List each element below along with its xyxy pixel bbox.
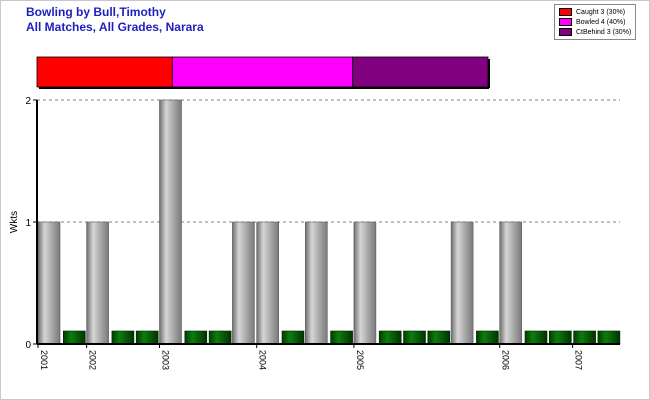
legend: Caught 3 (30%) Bowled 4 (40%) CtBehind 3… bbox=[554, 4, 637, 40]
bar-zero bbox=[111, 330, 135, 345]
x-tick-label: 2005 bbox=[355, 350, 365, 370]
bar bbox=[499, 221, 523, 345]
legend-label-bowled: Bowled 4 (40%) bbox=[576, 18, 626, 26]
bar-zero bbox=[135, 330, 159, 345]
legend-item-caught: Caught 3 (30%) bbox=[559, 7, 631, 17]
x-tick-label: 2003 bbox=[161, 350, 171, 370]
bar bbox=[159, 99, 182, 345]
legend-item-bowled: Bowled 4 (40%) bbox=[559, 17, 631, 27]
legend-swatch-bowled bbox=[559, 18, 572, 26]
bar-zero bbox=[184, 330, 208, 345]
y-axis-label: Wkts bbox=[9, 211, 20, 233]
x-tick-label: 2006 bbox=[501, 350, 511, 370]
bar bbox=[232, 221, 255, 345]
chart-subtitle: All Matches, All Grades, Narara bbox=[26, 20, 204, 34]
bar-zero bbox=[476, 330, 499, 345]
bar bbox=[256, 221, 280, 345]
bar bbox=[450, 221, 474, 345]
bar-zero bbox=[524, 330, 548, 345]
legend-label-ctbehind: CtBehind 3 (30%) bbox=[576, 28, 632, 36]
summary-segment-caught bbox=[36, 56, 173, 88]
bar-zero bbox=[281, 330, 305, 345]
bar-zero bbox=[378, 330, 402, 345]
bar-zero bbox=[403, 330, 426, 345]
bar bbox=[37, 221, 61, 345]
summary-segment-bowled bbox=[171, 56, 354, 88]
legend-item-ctbehind: CtBehind 3 (30%) bbox=[559, 27, 631, 37]
bar bbox=[86, 221, 109, 345]
bar bbox=[304, 221, 328, 345]
bar-zero bbox=[597, 330, 621, 345]
bar-zero bbox=[427, 330, 451, 345]
legend-swatch-ctbehind bbox=[559, 28, 572, 36]
x-tick-label: 2007 bbox=[574, 350, 584, 370]
x-tick-label: 2004 bbox=[258, 350, 268, 370]
summary-segment-ctbehind bbox=[352, 56, 489, 88]
bar bbox=[353, 221, 377, 345]
bar-zero bbox=[208, 330, 232, 345]
y-tick-label: 2 bbox=[25, 96, 31, 107]
bar-zero bbox=[62, 330, 86, 345]
bar-zero bbox=[548, 330, 572, 345]
y-tick-label: 0 bbox=[25, 340, 31, 351]
legend-label-caught: Caught 3 (30%) bbox=[576, 8, 626, 16]
chart-title: Bowling by Bull,Timothy bbox=[26, 5, 166, 19]
bar-zero bbox=[573, 330, 596, 345]
bar-zero bbox=[330, 330, 353, 345]
y-tick-label: 1 bbox=[25, 218, 31, 229]
x-tick-label: 2002 bbox=[88, 350, 98, 370]
legend-swatch-caught bbox=[559, 8, 572, 16]
x-tick-label: 2001 bbox=[39, 350, 49, 370]
